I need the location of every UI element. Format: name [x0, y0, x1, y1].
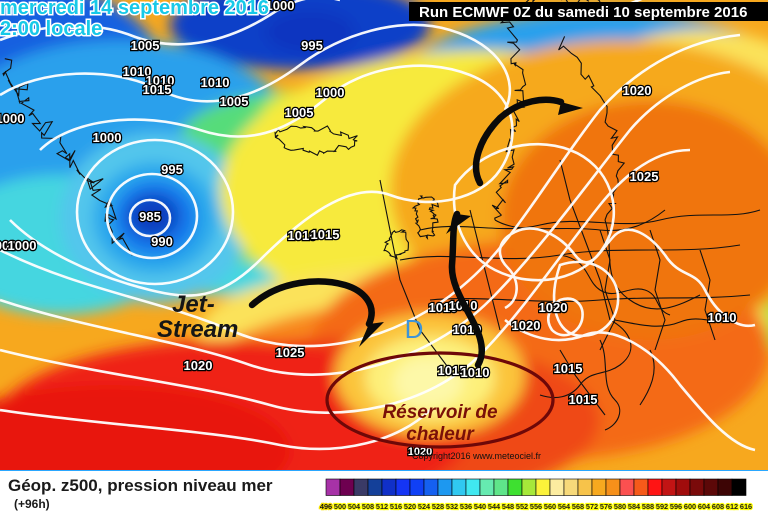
svg-text:560: 560 — [544, 502, 556, 511]
svg-text:548: 548 — [502, 502, 514, 511]
svg-text:556: 556 — [530, 502, 542, 511]
svg-text:552: 552 — [516, 502, 528, 511]
svg-text:512: 512 — [376, 502, 388, 511]
svg-text:536: 536 — [460, 502, 472, 511]
svg-text:500: 500 — [334, 502, 346, 511]
svg-text:540: 540 — [474, 502, 486, 511]
svg-text:568: 568 — [572, 502, 584, 511]
svg-text:612: 612 — [726, 502, 738, 511]
svg-text:596: 596 — [670, 502, 682, 511]
svg-text:604: 604 — [698, 502, 711, 511]
svg-text:508: 508 — [362, 502, 374, 511]
svg-text:516: 516 — [390, 502, 402, 511]
svg-text:532: 532 — [446, 502, 458, 511]
svg-text:584: 584 — [628, 502, 641, 511]
svg-text:576: 576 — [600, 502, 612, 511]
svg-text:528: 528 — [432, 502, 444, 511]
svg-text:600: 600 — [684, 502, 696, 511]
svg-text:524: 524 — [418, 502, 431, 511]
svg-text:572: 572 — [586, 502, 598, 511]
svg-text:496: 496 — [320, 502, 332, 511]
svg-text:564: 564 — [558, 502, 571, 511]
svg-text:608: 608 — [712, 502, 724, 511]
svg-text:592: 592 — [656, 502, 668, 511]
svg-text:544: 544 — [488, 502, 501, 511]
svg-text:520: 520 — [404, 502, 416, 511]
svg-text:504: 504 — [348, 502, 361, 511]
svg-text:588: 588 — [642, 502, 654, 511]
svg-text:580: 580 — [614, 502, 626, 511]
svg-text:616: 616 — [740, 502, 752, 511]
